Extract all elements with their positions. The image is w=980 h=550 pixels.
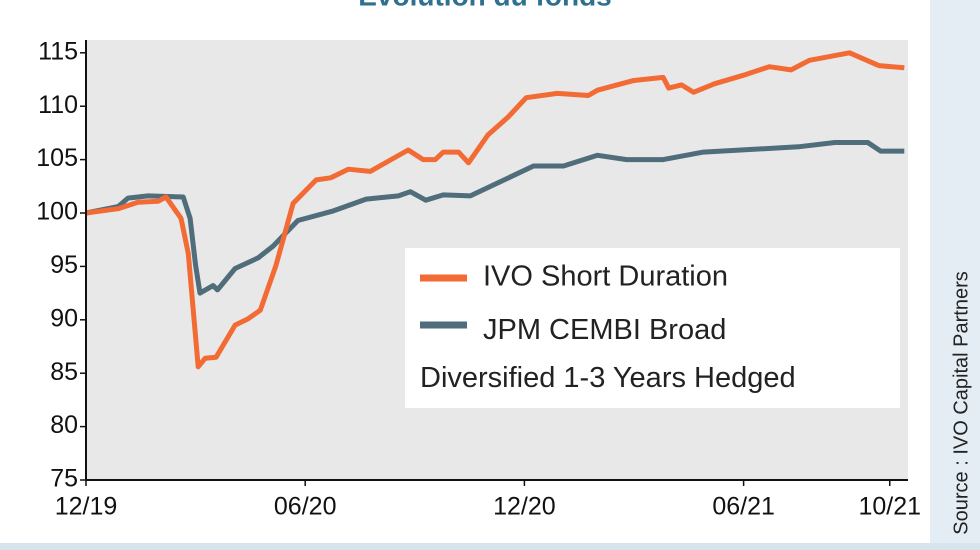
y-tick-label: 75 [50,465,78,493]
legend-label: JPM CEMBI Broad Diversified 1-3 Years He… [420,314,796,394]
y-tick-label: 90 [50,304,78,332]
bottom-strip [0,543,980,550]
legend-box [405,248,900,408]
y-tick-label: 95 [50,251,78,279]
y-tick-label: 110 [38,91,78,119]
source-note: Source : IVO Capital Partners [950,271,972,534]
series-line [85,140,905,296]
legend-label: IVO Short Duration [483,261,728,293]
y-tick-label: 80 [50,411,78,439]
x-tick-label: 10/21 [858,493,921,521]
x-tick-label: 12/20 [493,493,556,521]
x-tick-label: 06/20 [274,493,337,521]
side-strip [930,0,980,550]
y-tick-label: 100 [36,198,78,226]
series-line [85,50,905,370]
y-tick-label: 115 [38,37,78,65]
x-tick-label: 06/21 [712,493,775,521]
x-tick-label: 12/19 [55,493,118,521]
y-tick-label: 85 [50,358,78,386]
y-tick-label: 105 [36,144,78,172]
chart-title: Evolution du fonds [358,0,612,11]
